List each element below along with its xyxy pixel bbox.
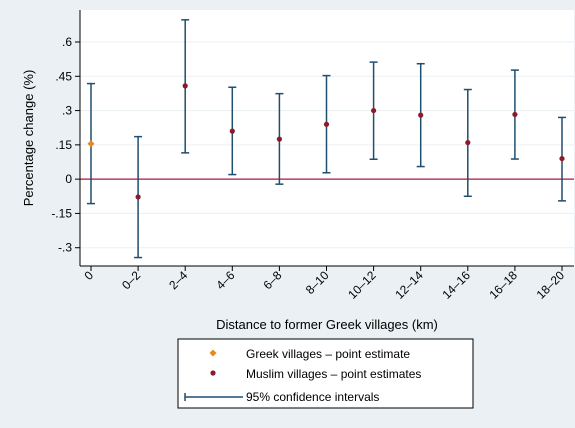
- y-tick-label: .6: [62, 35, 72, 49]
- muslim-point-marker: [323, 121, 330, 127]
- y-tick-label: -.15: [51, 206, 72, 220]
- y-tick-label: .45: [55, 69, 72, 83]
- legend-circle-marker: [210, 370, 216, 376]
- muslim-point-marker: [135, 194, 141, 200]
- legend-label-ci: 95% confidence intervals: [246, 390, 379, 404]
- y-axis-label: Percentage change (%): [21, 70, 36, 207]
- legend: Greek villages – point estimate Muslim v…: [177, 338, 474, 409]
- muslim-point-marker: [418, 112, 424, 118]
- muslim-point-marker: [512, 111, 518, 118]
- muslim-point-marker: [465, 139, 471, 146]
- muslim-point-marker: [559, 155, 565, 162]
- greek-point-marker: [87, 140, 95, 148]
- muslim-point-marker: [371, 107, 377, 114]
- muslim-point-marker: [182, 83, 188, 89]
- x-axis-label: Distance to former Greek villages (km): [216, 317, 438, 332]
- legend-diamond-marker: [209, 349, 217, 357]
- y-tick-label: .3: [62, 104, 72, 118]
- muslim-point-marker: [229, 128, 235, 134]
- point-layer: [87, 83, 565, 200]
- legend-label-muslim: Muslim villages – point estimates: [246, 367, 421, 381]
- y-tick-label: -.3: [58, 241, 72, 255]
- y-tick-label: 0: [65, 172, 72, 186]
- legend-label-greek: Greek villages – point estimate: [246, 347, 410, 361]
- y-tick-label: .15: [55, 138, 72, 152]
- muslim-point-marker: [276, 136, 282, 142]
